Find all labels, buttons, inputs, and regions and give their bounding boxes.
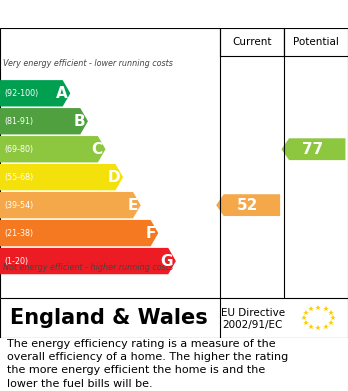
Text: D: D	[108, 170, 120, 185]
Polygon shape	[282, 138, 346, 160]
Text: Energy Efficiency Rating: Energy Efficiency Rating	[60, 5, 288, 23]
Polygon shape	[216, 194, 280, 216]
Text: (21-38): (21-38)	[4, 229, 33, 238]
Text: Not energy efficient - higher running costs: Not energy efficient - higher running co…	[3, 264, 174, 273]
Text: (81-91): (81-91)	[4, 117, 33, 126]
Text: (55-68): (55-68)	[4, 173, 33, 182]
Text: 77: 77	[302, 142, 324, 157]
Polygon shape	[0, 220, 158, 246]
Text: (1-20): (1-20)	[4, 256, 28, 265]
Text: 52: 52	[237, 197, 259, 213]
Text: (92-100): (92-100)	[4, 89, 38, 98]
Text: The energy efficiency rating is a measure of the
overall efficiency of a home. T: The energy efficiency rating is a measur…	[7, 339, 288, 389]
Text: A: A	[56, 86, 68, 101]
Bar	[220, 28, 284, 56]
Text: G: G	[161, 254, 173, 269]
Polygon shape	[0, 108, 88, 135]
Polygon shape	[0, 136, 105, 162]
Text: F: F	[145, 226, 156, 240]
Text: Current: Current	[232, 37, 272, 47]
Text: Potential: Potential	[293, 37, 339, 47]
Text: (69-80): (69-80)	[4, 145, 33, 154]
Bar	[284, 28, 348, 56]
Text: Very energy efficient - lower running costs: Very energy efficient - lower running co…	[3, 59, 173, 68]
Text: England & Wales: England & Wales	[10, 308, 208, 328]
Polygon shape	[0, 192, 141, 218]
Text: B: B	[73, 114, 85, 129]
Text: (39-54): (39-54)	[4, 201, 33, 210]
Text: 2002/91/EC: 2002/91/EC	[222, 320, 283, 330]
Text: E: E	[128, 197, 138, 213]
Polygon shape	[0, 164, 123, 190]
Text: C: C	[92, 142, 103, 157]
Polygon shape	[0, 248, 176, 274]
Polygon shape	[0, 80, 70, 106]
Text: EU Directive: EU Directive	[221, 308, 285, 318]
